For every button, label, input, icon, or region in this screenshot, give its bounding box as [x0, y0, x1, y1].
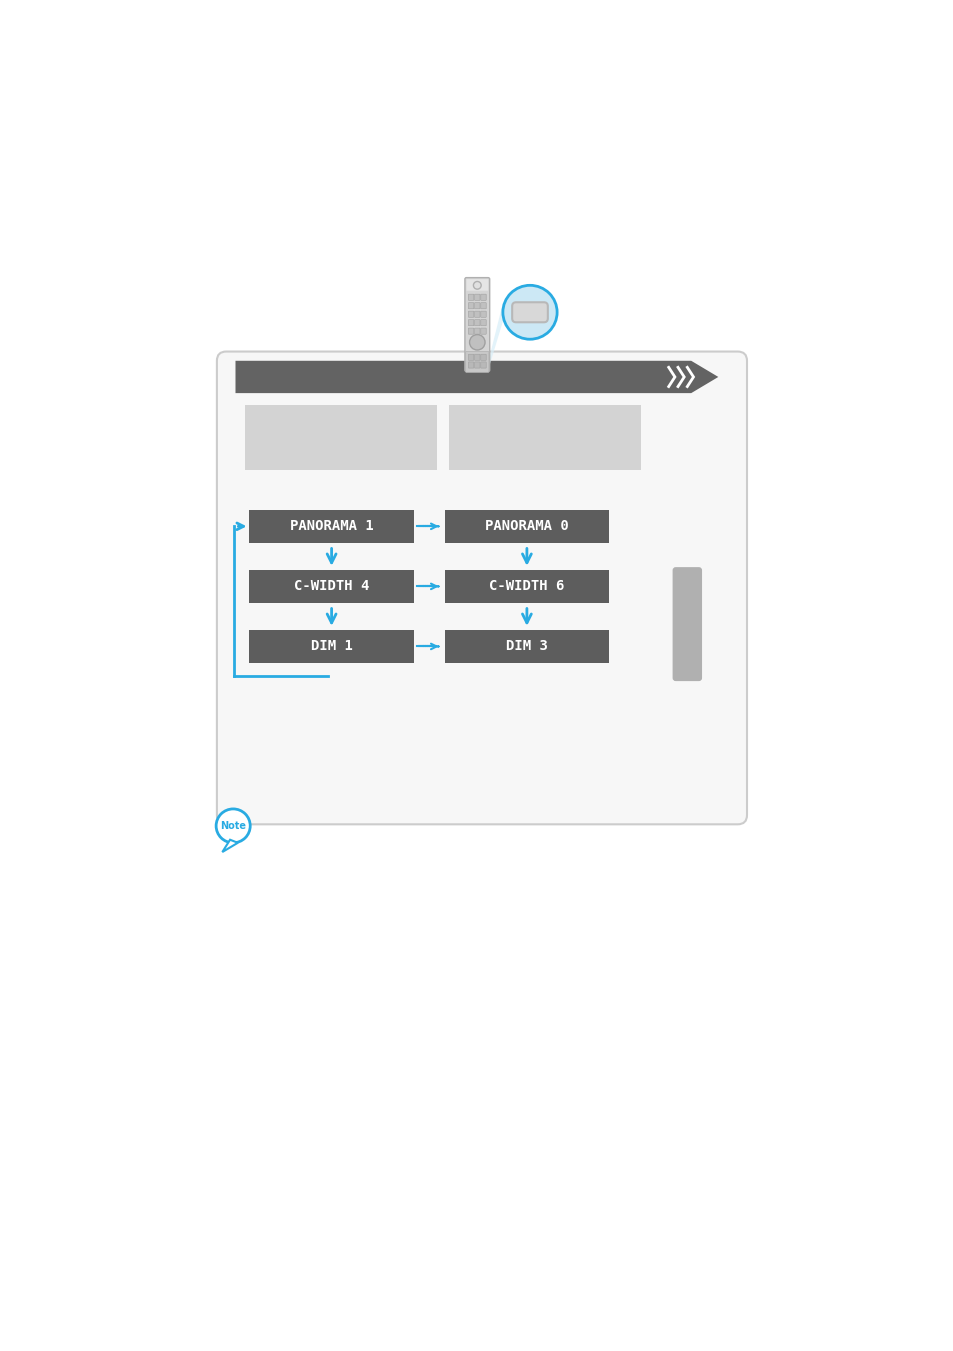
FancyBboxPatch shape	[474, 320, 479, 326]
FancyBboxPatch shape	[466, 280, 488, 290]
FancyBboxPatch shape	[480, 354, 486, 361]
FancyBboxPatch shape	[480, 328, 486, 334]
FancyBboxPatch shape	[468, 354, 474, 361]
FancyBboxPatch shape	[480, 311, 486, 317]
FancyBboxPatch shape	[216, 351, 746, 824]
Polygon shape	[488, 303, 502, 370]
Polygon shape	[222, 840, 237, 852]
Text: C-WIDTH 4: C-WIDTH 4	[294, 580, 369, 593]
FancyBboxPatch shape	[474, 311, 479, 317]
FancyBboxPatch shape	[249, 570, 414, 603]
FancyBboxPatch shape	[474, 303, 479, 309]
Circle shape	[473, 281, 480, 289]
FancyBboxPatch shape	[474, 354, 479, 361]
FancyBboxPatch shape	[480, 362, 486, 367]
FancyBboxPatch shape	[444, 511, 608, 543]
FancyBboxPatch shape	[468, 311, 474, 317]
FancyBboxPatch shape	[512, 303, 547, 323]
FancyBboxPatch shape	[480, 295, 486, 300]
FancyBboxPatch shape	[474, 295, 479, 300]
Text: C-WIDTH 6: C-WIDTH 6	[489, 580, 564, 593]
FancyBboxPatch shape	[672, 567, 701, 681]
FancyBboxPatch shape	[474, 362, 479, 367]
FancyBboxPatch shape	[444, 570, 608, 603]
FancyBboxPatch shape	[474, 328, 479, 334]
FancyBboxPatch shape	[468, 362, 474, 367]
Polygon shape	[235, 361, 718, 393]
FancyBboxPatch shape	[468, 303, 474, 309]
FancyBboxPatch shape	[444, 631, 608, 662]
FancyBboxPatch shape	[465, 351, 488, 373]
Text: PANORAMA 1: PANORAMA 1	[290, 519, 373, 534]
FancyBboxPatch shape	[480, 303, 486, 309]
Circle shape	[502, 285, 557, 339]
Text: DIM 3: DIM 3	[505, 639, 547, 654]
FancyBboxPatch shape	[245, 405, 436, 470]
FancyBboxPatch shape	[468, 295, 474, 300]
FancyBboxPatch shape	[448, 405, 640, 470]
Text: DIM 1: DIM 1	[311, 639, 353, 654]
FancyBboxPatch shape	[480, 320, 486, 326]
FancyBboxPatch shape	[468, 320, 474, 326]
Circle shape	[469, 335, 484, 350]
FancyBboxPatch shape	[468, 328, 474, 334]
FancyBboxPatch shape	[249, 631, 414, 662]
FancyBboxPatch shape	[464, 277, 489, 372]
Circle shape	[216, 809, 250, 843]
Text: PANORAMA 0: PANORAMA 0	[484, 519, 568, 534]
FancyBboxPatch shape	[249, 511, 414, 543]
Text: Note: Note	[220, 821, 246, 831]
